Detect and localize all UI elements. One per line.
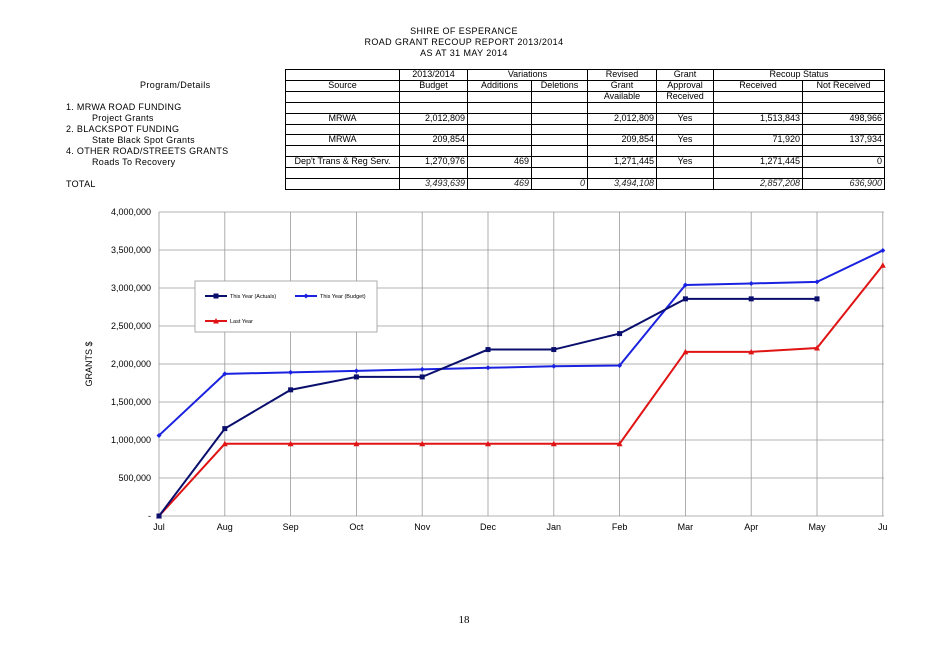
section-title-other-roads: 4. OTHER ROAD/STREETS GRANTS [66, 146, 229, 156]
point-marker [221, 440, 228, 447]
table-header-row-3: Available Received [285, 90, 885, 103]
point-marker [288, 387, 294, 393]
point-marker [748, 296, 754, 302]
point-marker [485, 365, 491, 371]
x-tick-label: Oct [349, 522, 364, 532]
table-row: MRWA 2,012,809 2,012,809 Yes 1,513,843 4… [285, 112, 885, 125]
x-tick-label: Mar [678, 522, 694, 532]
y-tick-label: 1,000,000 [111, 435, 151, 445]
point-marker [156, 513, 162, 519]
series-line-1 [158, 249, 884, 437]
x-tick-label: Aug [217, 522, 233, 532]
point-marker [419, 440, 426, 447]
program-details-header: Program/Details [140, 80, 211, 90]
point-marker [303, 293, 309, 299]
grant-table: 2013/2014 Variations Revised Grant Recou… [285, 69, 885, 190]
point-marker [551, 363, 557, 369]
item-roads-to-recovery: Roads To Recovery [92, 157, 176, 167]
point-marker [682, 282, 688, 288]
point-marker [617, 363, 623, 369]
point-marker [617, 331, 623, 337]
x-tick-label: Apr [744, 522, 758, 532]
y-tick-label: 1,500,000 [111, 397, 151, 407]
point-marker [748, 280, 754, 286]
report-title: ROAD GRANT RECOUP REPORT 2013/2014 [364, 37, 564, 47]
page-number: 18 [458, 614, 470, 626]
point-marker [682, 296, 688, 302]
point-marker [353, 440, 360, 447]
y-tick-label: 3,500,000 [111, 245, 151, 255]
section-title-mrwa: 1. MRWA ROAD FUNDING [66, 102, 182, 112]
point-marker [485, 347, 491, 353]
point-marker [213, 293, 219, 299]
y-axis-label: GRANTS $ [84, 341, 94, 386]
y-tick-label: 2,500,000 [111, 321, 151, 331]
point-marker [222, 371, 228, 377]
report-org-title: SHIRE OF ESPERANCE [410, 26, 518, 36]
point-marker [880, 247, 886, 253]
x-tick-label: Feb [612, 522, 628, 532]
cell-not-received: 498,966 [802, 112, 885, 125]
point-marker [222, 426, 228, 432]
x-tick-label: Nov [414, 522, 431, 532]
point-marker [616, 440, 623, 447]
item-project-grants: Project Grants [92, 113, 154, 123]
table-row: MRWA 209,854 209,854 Yes 71,920 137,934 [285, 134, 885, 147]
cell-not-received: 0 [802, 156, 885, 169]
point-marker [287, 440, 294, 447]
legend-label: This Year (Actuals) [230, 294, 276, 300]
total-label: TOTAL [66, 179, 96, 189]
table-row-spacer [285, 145, 885, 158]
x-tick-label: Jul [153, 522, 165, 532]
point-marker [213, 318, 219, 324]
y-tick-label: - [148, 511, 151, 521]
point-marker [353, 374, 359, 380]
point-marker [814, 296, 820, 302]
table-total-row: 3,493,639 469 0 3,494,108 2,857,208 636,… [285, 178, 885, 190]
table-row: Dep't Trans & Reg Serv. 1,270,976 469 1,… [285, 156, 885, 169]
chart-legend [194, 280, 378, 333]
x-tick-label: Ju [878, 522, 888, 532]
point-marker [485, 440, 491, 447]
point-marker [419, 366, 425, 372]
x-tick-label: Jan [547, 522, 562, 532]
grants-line-chart: - 500,000 1,000,000 1,500,000 2,000,000 2,500… [84, 207, 888, 532]
series-line-2 [158, 264, 884, 517]
legend-label: Last Year [230, 319, 253, 325]
y-tick-label: 3,000,000 [111, 283, 151, 293]
point-marker [748, 348, 755, 355]
point-marker [419, 374, 425, 380]
x-tick-label: Dec [480, 522, 497, 532]
total-not-received: 636,900 [802, 178, 885, 190]
point-marker [288, 369, 294, 375]
cell-not-received: 137,934 [802, 134, 885, 147]
point-marker [814, 345, 820, 351]
x-tick-label: May [808, 522, 826, 532]
section-title-blackspot: 2. BLACKSPOT FUNDING [66, 124, 180, 134]
x-tick-label: Sep [283, 522, 299, 532]
point-marker [814, 279, 820, 285]
point-marker [550, 440, 557, 447]
point-marker [879, 262, 886, 268]
table-row-spacer [285, 123, 885, 136]
y-tick-label: 4,000,000 [111, 207, 151, 217]
point-marker [551, 347, 557, 353]
point-marker [682, 348, 689, 355]
point-marker [353, 368, 359, 374]
y-tick-label: 2,000,000 [111, 359, 151, 369]
item-state-blackspot: State Black Spot Grants [92, 135, 195, 145]
report-date: AS AT 31 MAY 2014 [420, 48, 508, 58]
legend-label: This Year (Budget) [320, 294, 366, 300]
point-marker [156, 432, 162, 438]
y-tick-label: 500,000 [118, 473, 151, 483]
